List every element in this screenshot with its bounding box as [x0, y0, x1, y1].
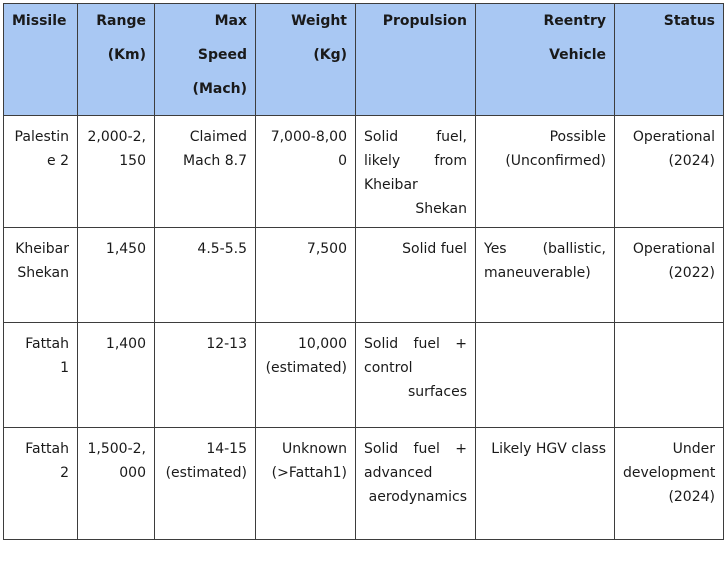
header-status: Status [614, 3, 724, 116]
cell-weight: 7,000-8,000 [255, 115, 356, 228]
header-range: Range (Km) [77, 3, 155, 116]
header-missile: Missile [3, 3, 78, 116]
cell-weight: 7,500 [255, 227, 356, 323]
cell-propulsion: Solid fuel, likely from Kheibar Shekan [355, 115, 476, 228]
cell-propulsion: Solid fuel + control surfaces [355, 322, 476, 428]
cell-missile: Palestine 2 [3, 115, 78, 228]
cell-speed: Claimed Mach 8.7 [154, 115, 256, 228]
cell-speed: 4.5-5.5 [154, 227, 256, 323]
table-header-row: Missile Range (Km) Max Speed (Mach) Weig… [3, 3, 724, 116]
header-reentry-vehicle: Reentry Vehicle [475, 3, 615, 116]
cell-missile: Kheibar Shekan [3, 227, 78, 323]
cell-reentry: Possible (Unconfirmed) [475, 115, 615, 228]
cell-range: 2,000-2,150 [77, 115, 155, 228]
cell-weight: 10,000 (estimated) [255, 322, 356, 428]
table-row: Kheibar Shekan 1,450 4.5-5.5 7,500 Solid… [3, 227, 724, 323]
table-row: Fattah 1 1,400 12-13 10,000 (estimated) … [3, 322, 724, 428]
cell-reentry [475, 322, 615, 428]
cell-status: Operational (2024) [614, 115, 724, 228]
cell-reentry: Yes (ballistic, maneuverable) [475, 227, 615, 323]
cell-range: 1,400 [77, 322, 155, 428]
cell-speed: 14-15 (estimated) [154, 427, 256, 540]
cell-propulsion: Solid fuel [355, 227, 476, 323]
cell-range: 1,450 [77, 227, 155, 323]
header-weight: Weight (Kg) [255, 3, 356, 116]
cell-propulsion: Solid fuel + advanced aerodynamics [355, 427, 476, 540]
cell-missile: Fattah 2 [3, 427, 78, 540]
cell-reentry: Likely HGV class [475, 427, 615, 540]
table-row: Fattah 2 1,500-2,000 14-15 (estimated) U… [3, 427, 724, 540]
header-max-speed: Max Speed (Mach) [154, 3, 256, 116]
cell-status: Operational (2022) [614, 227, 724, 323]
table-row: Palestine 2 2,000-2,150 Claimed Mach 8.7… [3, 115, 724, 228]
cell-status: Under development (2024) [614, 427, 724, 540]
cell-speed: 12-13 [154, 322, 256, 428]
missile-comparison-table: Missile Range (Km) Max Speed (Mach) Weig… [3, 3, 724, 540]
cell-range: 1,500-2,000 [77, 427, 155, 540]
cell-weight: Unknown (>Fattah1) [255, 427, 356, 540]
header-propulsion: Propulsion [355, 3, 476, 116]
cell-missile: Fattah 1 [3, 322, 78, 428]
cell-status [614, 322, 724, 428]
